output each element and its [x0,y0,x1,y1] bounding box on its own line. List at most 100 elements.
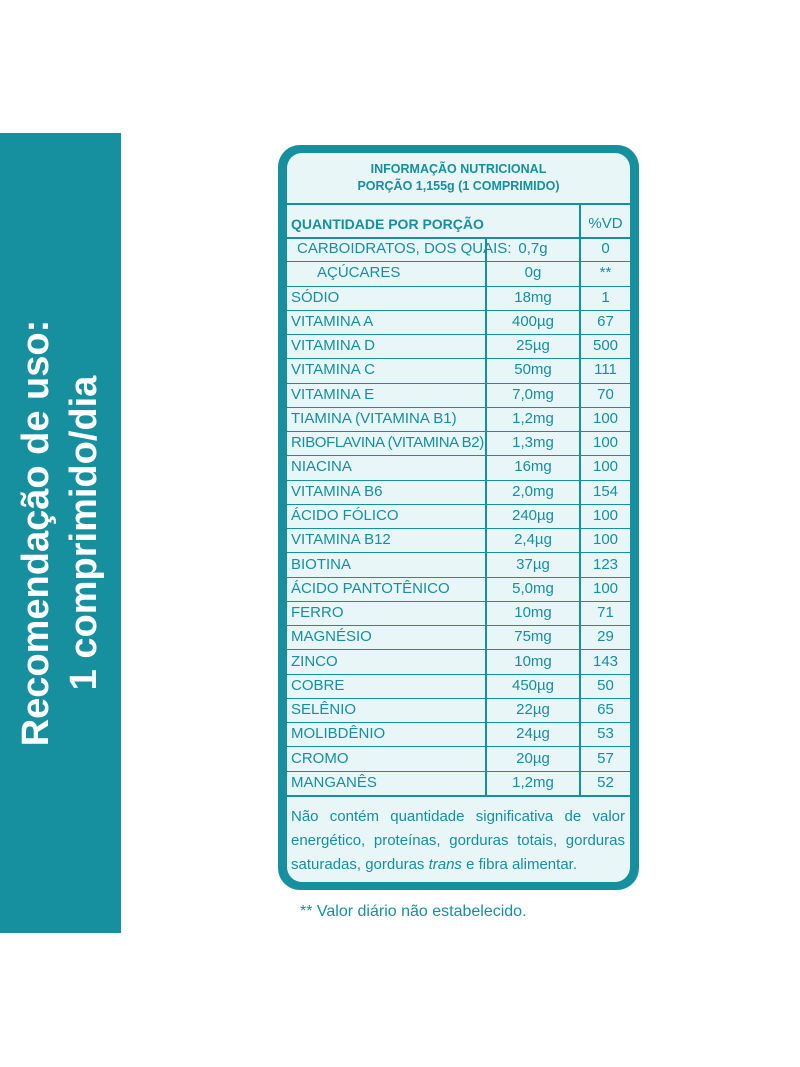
table-title-text: INFORMAÇÃO NUTRICIONAL [370,162,547,176]
row-divider [287,746,630,748]
nutrient-vd: 154 [592,482,619,500]
nutrient-vd: 67 [597,312,614,330]
nutrient-amount: 0g [524,264,542,282]
nutrient-amount: 20µg [516,749,550,767]
nutrient-name: RIBOFLAVINA (VITAMINA B2) [291,434,484,452]
row-divider [287,552,630,554]
note-text-italic: trans [428,856,462,873]
row-divider [287,309,630,311]
nutrient-amount: 240µg [511,507,554,524]
nutrient-name: AÇÚCARES [317,264,401,282]
recommendation-line-1: Recomendação de uso: [15,319,57,747]
footer-divider [287,795,630,797]
nutrient-name: VITAMINA B12 [291,531,391,549]
row-divider [287,503,630,505]
header-divider [287,237,630,239]
nutrient-name: MAGNÉSIO [291,628,372,646]
nutrient-amount: 75mg [514,628,552,646]
nutrition-panel: INFORMAÇÃO NUTRICIONAL PORÇÃO 1,155g (1 … [278,145,639,890]
row-divider [287,382,630,384]
nutrient-name: CARBOIDRATOS, DOS QUAIS: [297,240,512,258]
nutrient-name: MOLIBDÊNIO [291,725,386,743]
nutrient-name: ÁCIDO FÓLICO [291,507,399,524]
nutrient-amount: 1,2mg [512,773,554,791]
table-note: Não contém quantidade significativa de v… [291,805,625,877]
nutrient-name: VITAMINA D [291,337,375,355]
nutrient-amount: 24µg [516,725,550,743]
nutrient-amount: 2,0mg [512,482,554,500]
header-quantity: QUANTIDADE POR PORÇÃO [291,216,484,232]
header-vd: %VD [588,215,623,232]
note-text-1: Não contém quantidade significativa de v… [291,808,625,873]
nutrient-amount: 0,7g [518,240,548,258]
row-divider [287,528,630,530]
nutrient-vd: 29 [597,628,614,646]
row-divider [287,285,630,287]
nutrient-name: ZINCO [291,652,338,670]
nutrient-vd: 70 [597,385,614,403]
nutrient-vd: 65 [597,701,614,719]
nutrient-name: ÁCIDO PANTOTÊNICO [291,579,450,597]
nutrient-vd: 143 [592,652,619,670]
nutrient-amount: 5,0mg [512,579,554,597]
portion-text: PORÇÃO 1,155g (1 COMPRIMIDO) [357,179,560,193]
row-divider [287,406,630,408]
nutrient-name: TIAMINA (VITAMINA B1) [291,409,457,427]
row-divider [287,770,630,772]
nutrient-vd: 123 [592,555,619,573]
nutrient-vd: 100 [592,458,619,476]
nutrient-name: MANGANÊS [291,773,377,791]
nutrition-table: INFORMAÇÃO NUTRICIONAL PORÇÃO 1,155g (1 … [287,153,630,882]
nutrient-vd: 100 [592,531,619,549]
row-divider [287,649,630,651]
nutrient-vd: 100 [592,409,619,427]
nutrient-amount: 18mg [514,288,552,306]
footnote: ** Valor diário não estabelecido. [300,903,527,920]
nutrient-amount: 37µg [516,555,550,573]
row-divider [287,431,630,433]
nutrient-vd: 57 [597,749,614,767]
nutrient-name: COBRE [291,676,345,694]
row-divider [287,576,630,578]
nutrient-amount: 7,0mg [512,385,554,403]
recommendation-band [0,133,121,933]
nutrient-vd: 71 [597,604,614,622]
nutrient-amount: 10mg [514,604,552,622]
note-text-2: e fibra alimentar. [461,856,577,873]
row-divider [287,479,630,481]
nutrient-vd: 0 [601,240,610,258]
table-title: INFORMAÇÃO NUTRICIONAL PORÇÃO 1,155g (1 … [287,161,630,195]
nutrient-amount: 1,3mg [512,434,554,452]
nutrient-name: CROMO [291,749,349,767]
nutrient-amount: 1,2mg [512,409,554,427]
nutrient-name: VITAMINA E [291,385,375,403]
nutrient-name: VITAMINA B6 [291,482,383,500]
amount-column-divider [485,237,487,795]
nutrient-amount: 22µg [516,701,550,719]
row-divider [287,334,630,336]
nutrient-vd: 1 [601,288,610,306]
nutrient-vd: 111 [594,361,617,379]
vd-column-divider [579,203,581,795]
nutrient-name: NIACINA [291,458,352,476]
row-divider [287,697,630,699]
nutrient-amount: 2,4µg [514,531,552,549]
nutrient-vd: 53 [597,725,614,743]
row-divider [287,358,630,360]
nutrient-amount: 450µg [511,676,554,694]
nutrient-name: VITAMINA C [291,361,375,379]
nutrient-amount: 25µg [516,337,550,355]
row-divider [287,455,630,457]
row-divider [287,673,630,675]
nutrient-name: VITAMINA A [291,312,374,330]
nutrient-vd: 100 [592,507,619,524]
nutrient-amount: 16mg [514,458,552,476]
nutrient-vd: 100 [592,434,619,452]
nutrient-vd: 500 [592,337,619,355]
nutrient-name: SELÊNIO [291,701,357,719]
nutrient-name: FERRO [291,604,344,622]
row-divider [287,600,630,602]
nutrient-name: BIOTINA [291,555,352,573]
row-divider [287,261,630,263]
nutrient-vd: ** [599,264,612,282]
